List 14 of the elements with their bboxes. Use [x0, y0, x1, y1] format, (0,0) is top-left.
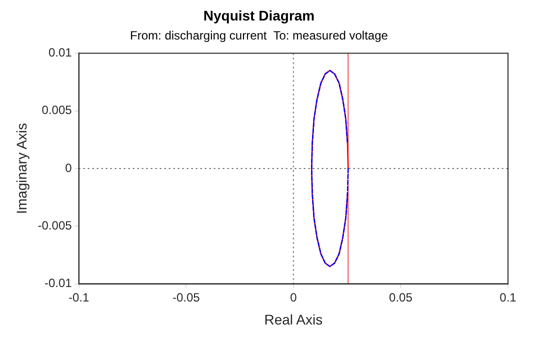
y-tick-label: -0.005 — [38, 218, 72, 232]
y-tick-label: -0.01 — [44, 276, 72, 290]
x-tick-label: 0.1 — [500, 290, 517, 304]
chart-subtitle: From: discharging current To: measured voltage — [130, 28, 388, 42]
x-tick-label: 0 — [290, 290, 298, 304]
y-tick-label: 0.005 — [42, 103, 72, 118]
y-tick-label: 0 — [65, 160, 72, 175]
x-axis-title: Real Axis — [264, 311, 323, 328]
x-tick-label: 0.05 — [389, 290, 413, 304]
y-tick-label: 0.01 — [48, 46, 72, 60]
x-tick-label: -0.05 — [172, 290, 200, 304]
y-axis-title: Imaginary Axis — [13, 122, 30, 214]
x-tick-label: -0.1 — [68, 290, 90, 304]
chart-title: Nyquist Diagram — [203, 7, 315, 24]
